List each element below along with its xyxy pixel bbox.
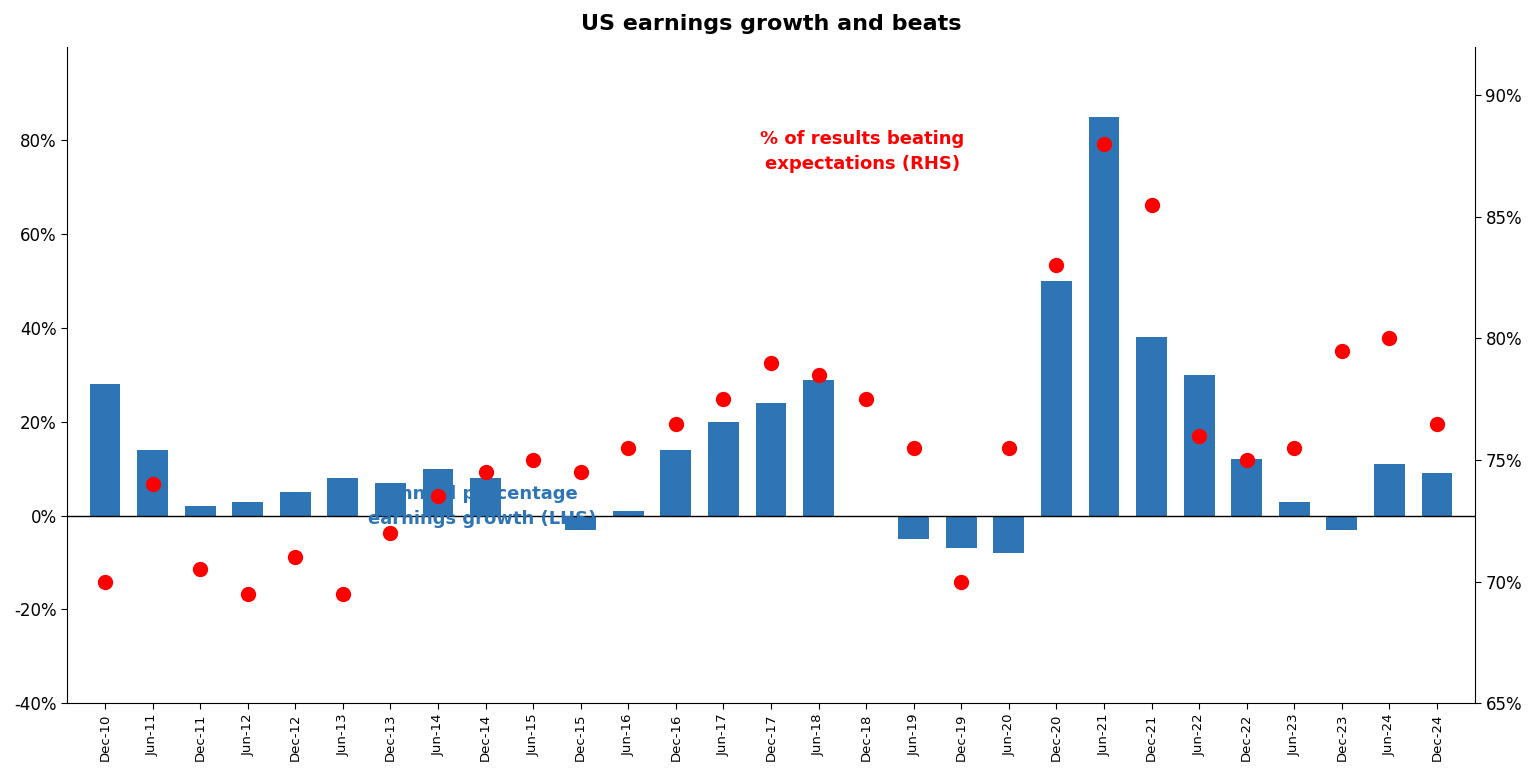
Point (711, 393, 736, 405)
Bar (1327, 515, 1358, 529)
Bar (1421, 474, 1453, 515)
Bar (756, 403, 786, 515)
Bar (1089, 117, 1120, 515)
Point (949, 575, 974, 587)
Point (616, 442, 641, 454)
Bar (327, 478, 358, 515)
Point (1378, 332, 1402, 345)
Point (1187, 429, 1212, 442)
Point (997, 442, 1021, 454)
Bar (1232, 460, 1263, 515)
Text: Annual percentage
earnings growth (LHS): Annual percentage earnings growth (LHS) (369, 484, 596, 528)
Bar (375, 483, 406, 515)
Bar (994, 515, 1025, 553)
Bar (89, 384, 120, 515)
Point (1140, 198, 1164, 211)
Point (806, 369, 831, 381)
Point (902, 442, 926, 454)
Point (330, 587, 355, 600)
Point (1092, 138, 1117, 150)
Bar (280, 492, 310, 515)
Bar (1279, 501, 1310, 515)
Point (187, 563, 212, 576)
Bar (1184, 375, 1215, 515)
Point (1425, 417, 1450, 429)
Point (1044, 259, 1069, 271)
Point (378, 527, 402, 539)
Point (854, 393, 879, 405)
Bar (899, 515, 929, 539)
Point (425, 491, 450, 503)
Point (1235, 454, 1260, 467)
Bar (1375, 464, 1405, 515)
Point (568, 466, 593, 478)
Point (664, 417, 688, 429)
Text: % of results beating
expectations (RHS): % of results beating expectations (RHS) (760, 130, 965, 173)
Point (473, 466, 498, 478)
Point (521, 454, 545, 467)
Point (235, 587, 260, 600)
Bar (660, 450, 691, 515)
Bar (232, 501, 263, 515)
Point (1283, 442, 1307, 454)
Bar (184, 506, 215, 515)
Bar (1041, 281, 1072, 515)
Bar (470, 478, 501, 515)
Point (92, 575, 117, 587)
Bar (946, 515, 977, 549)
Point (140, 478, 164, 491)
Point (759, 356, 783, 369)
Bar (613, 511, 644, 515)
Point (1330, 344, 1355, 357)
Bar (1137, 337, 1167, 515)
Point (283, 551, 307, 563)
Bar (137, 450, 167, 515)
Title: US earnings growth and beats: US earnings growth and beats (581, 14, 962, 34)
Bar (422, 469, 453, 515)
Bar (803, 380, 834, 515)
Bar (565, 515, 596, 529)
Bar (708, 422, 739, 515)
